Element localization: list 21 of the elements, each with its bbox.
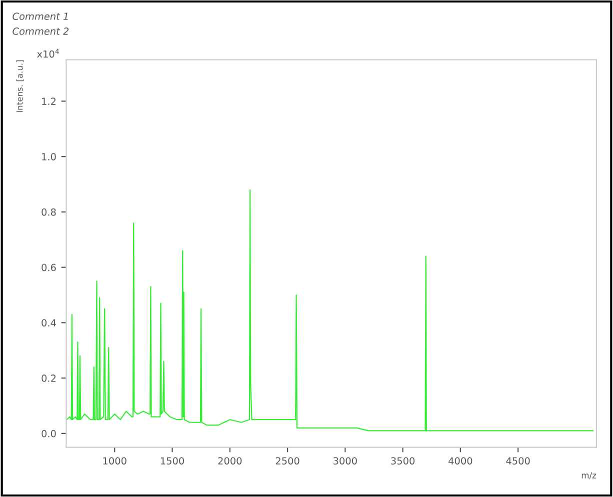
x-tick-label: 4500 (506, 457, 530, 465)
y-tick-label: 0.6 (42, 264, 56, 272)
x-tick-label: 2500 (276, 457, 300, 465)
y-tick-label: 0.8 (42, 208, 56, 216)
y-tick-label: 0.0 (42, 430, 56, 438)
y-tick-label: 1.2 (42, 98, 56, 105)
x-tick-label: 2000 (218, 457, 242, 465)
x-tick-label: 1000 (103, 457, 126, 465)
y-axis-title: Intens. [a.u.] (16, 60, 24, 112)
x-tick-label: 3000 (334, 457, 357, 465)
x-tick-label: 4000 (448, 457, 472, 465)
x-tick-label: 3500 (391, 457, 415, 465)
line-series (66, 189, 594, 432)
x-axis-title: m/z (582, 472, 596, 480)
chart-subtitle: Comment 2 (12, 28, 69, 35)
chart-title: Comment 1 (12, 12, 68, 20)
x-tick-label: 1500 (160, 457, 184, 465)
y-tick-label: 0.2 (42, 374, 56, 382)
y-tick-label: 0.4 (42, 319, 56, 327)
text: x10$^{4}$ (37, 48, 59, 58)
y-tick-label: 1.0 (42, 153, 56, 160)
